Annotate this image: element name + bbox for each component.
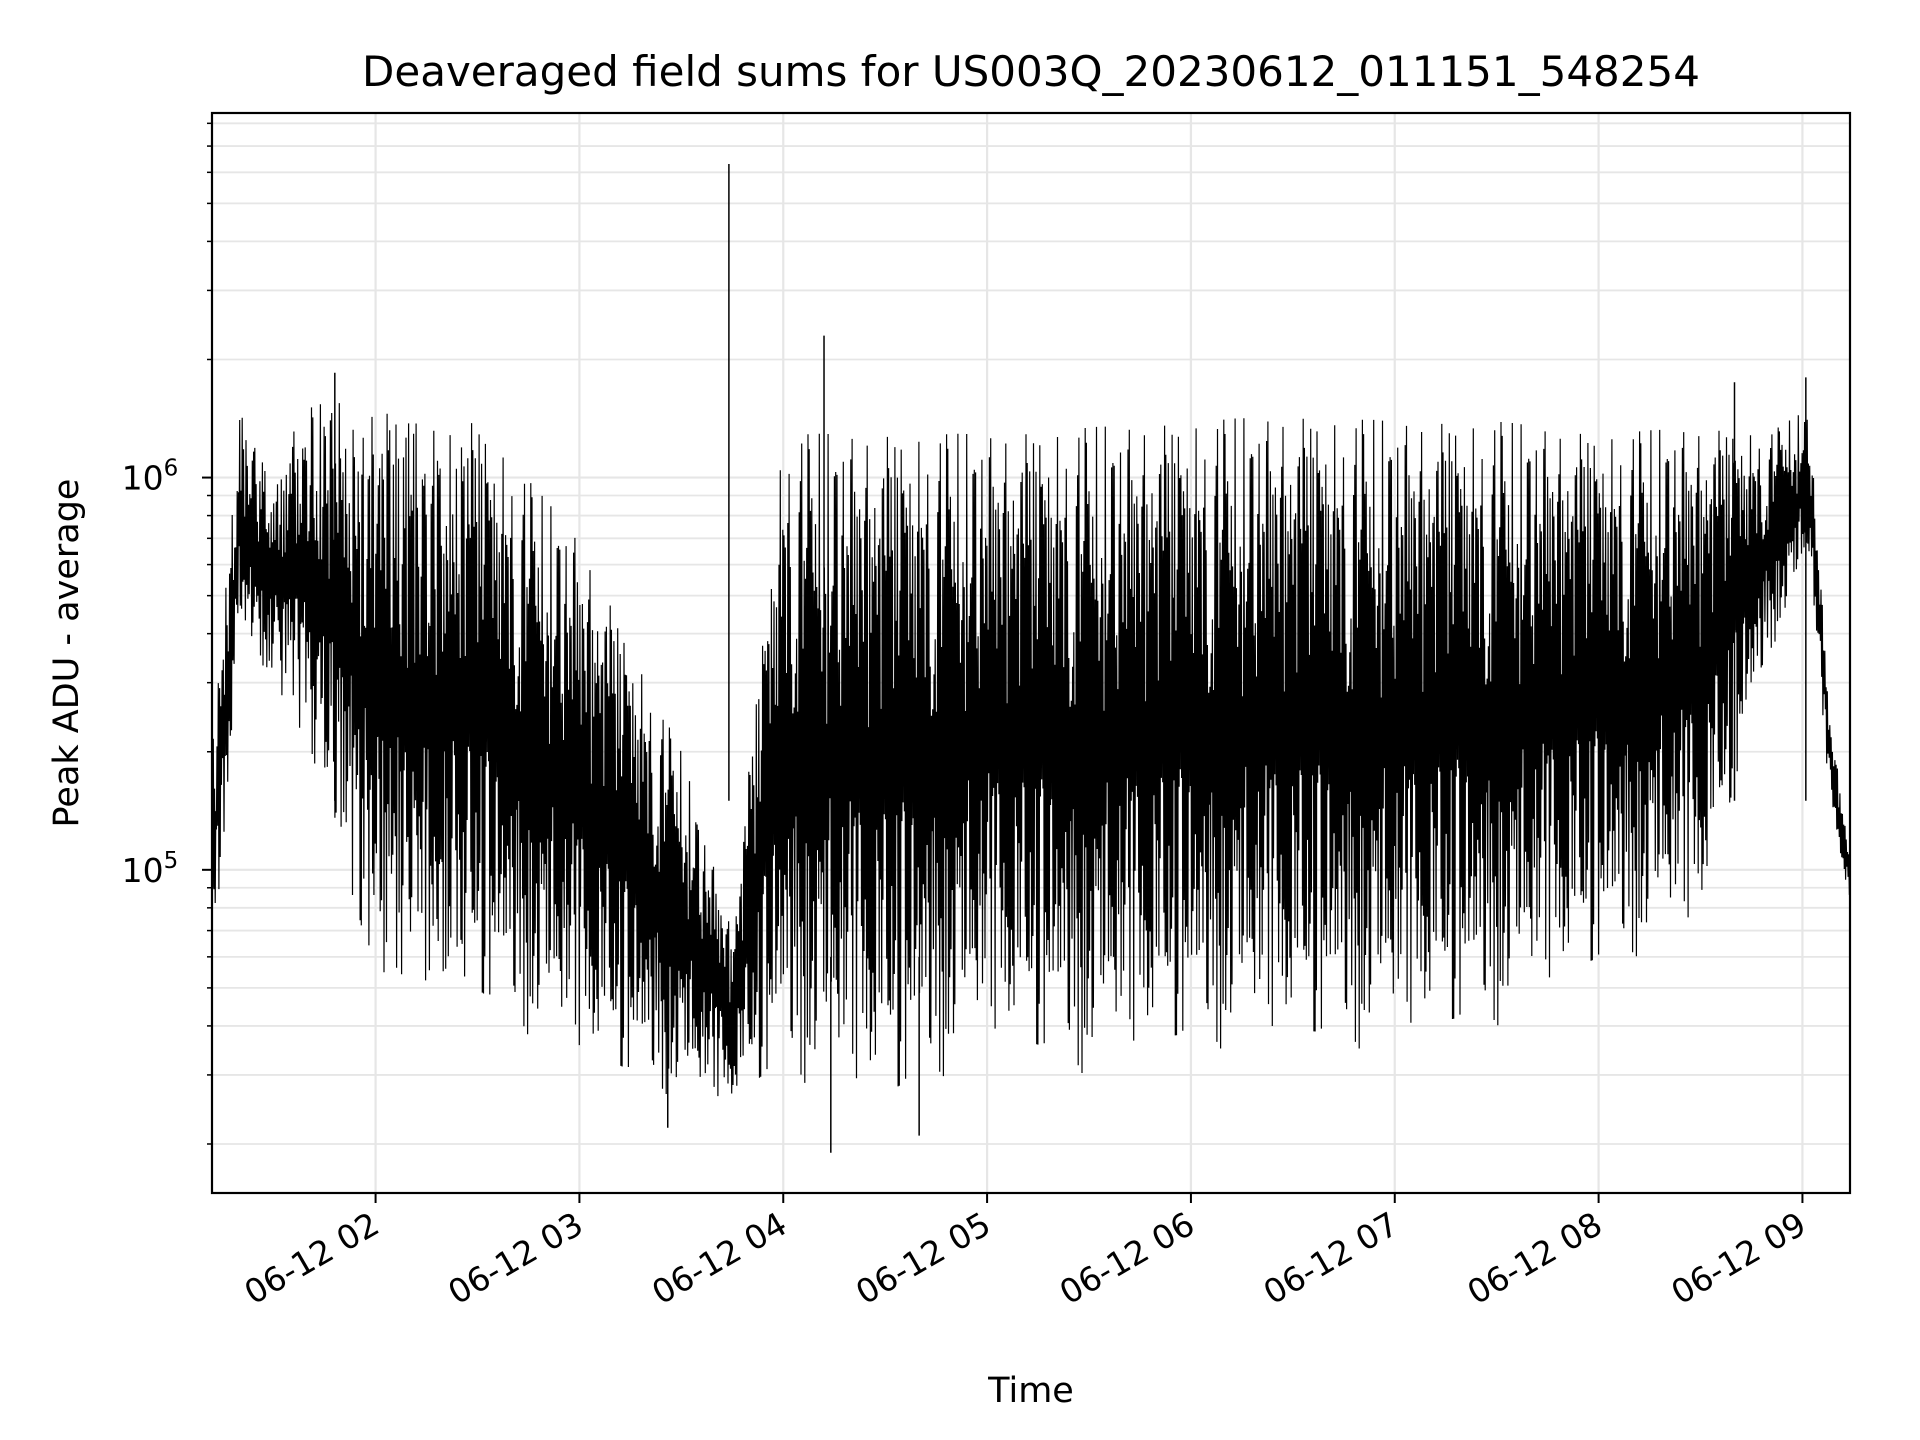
x-tick-label: 06-12 04 — [645, 1204, 793, 1312]
series-line — [211, 403, 1851, 1097]
chart-title: Deaveraged field sums for US003Q_2023061… — [362, 47, 1700, 96]
axes-frame — [210, 111, 1852, 1195]
y-tick-label: 105 — [122, 848, 179, 890]
x-tick-label: 06-12 03 — [441, 1204, 589, 1312]
plot-area-border — [210, 111, 1852, 1195]
x-tick-label: 06-12 02 — [238, 1204, 386, 1312]
data-series — [211, 164, 1851, 1153]
x-tick-label: 06-12 08 — [1461, 1204, 1609, 1312]
y-tick-label: 106 — [122, 456, 179, 498]
x-axis-ticks: 06-12 02 06-12 03 06-12 04 06-12 05 06-12 06… — [238, 1193, 1812, 1312]
x-tick-label: 06-12 05 — [849, 1204, 997, 1312]
y-axis-ticks: 105 106 — [122, 122, 212, 1145]
x-tick-label: 06-12 07 — [1257, 1204, 1405, 1312]
y-axis-label: Peak ADU - average — [47, 479, 87, 828]
x-axis-label: Time — [987, 1371, 1074, 1411]
x-tick-label: 06-12 09 — [1664, 1204, 1812, 1312]
x-tick-label: 06-12 06 — [1053, 1204, 1201, 1312]
